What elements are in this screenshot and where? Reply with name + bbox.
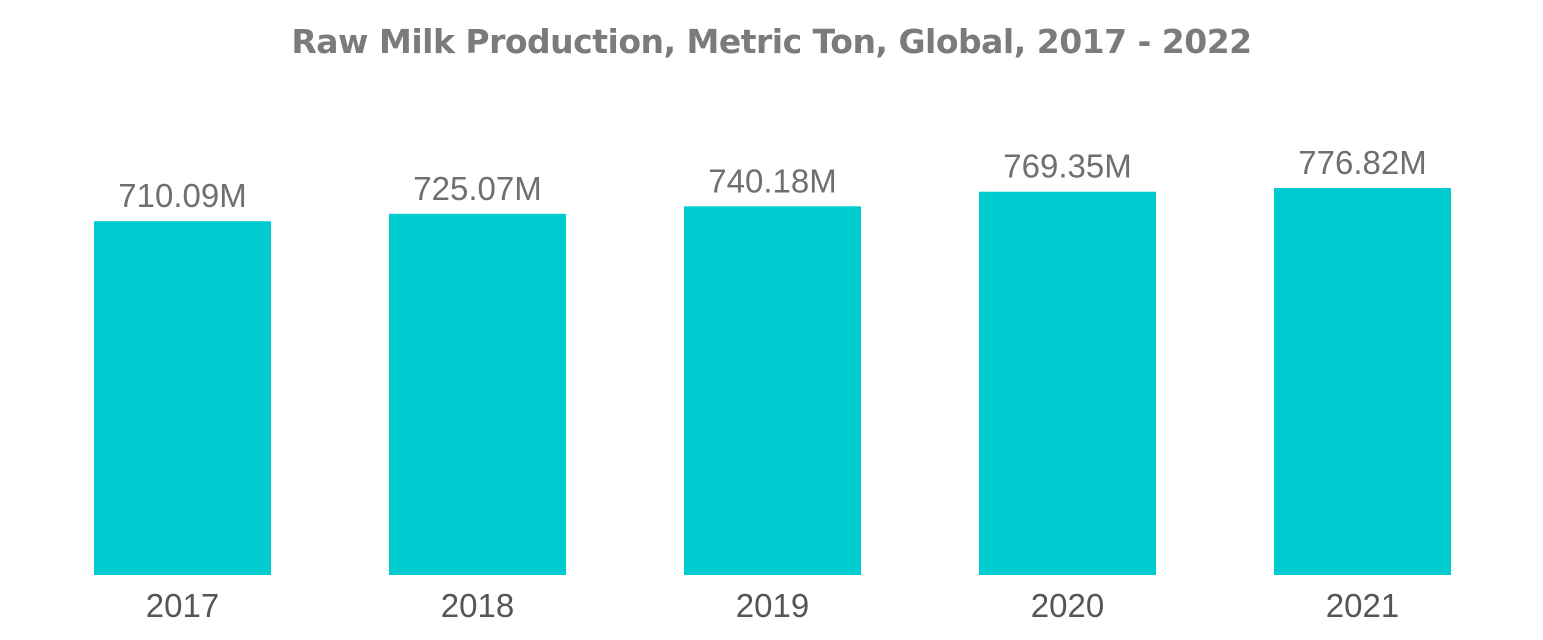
bars-group	[94, 188, 1451, 576]
chart-title: Raw Milk Production, Metric Ton, Global,…	[291, 22, 1252, 61]
bar-2021	[1274, 188, 1451, 575]
data-label-2019: 740.18M	[708, 162, 836, 199]
data-label-2021: 776.82M	[1298, 144, 1426, 181]
data-label-2018: 725.07M	[413, 170, 541, 207]
bar-2019	[684, 206, 861, 576]
x-tick-label-2020: 2020	[1031, 587, 1104, 624]
data-label-2017: 710.09M	[118, 177, 246, 214]
x-tick-label-2018: 2018	[441, 587, 514, 624]
bar-2020	[979, 191, 1156, 575]
value-labels-group: 710.09M 725.07M 740.18M 769.35M 776.82M	[118, 144, 1426, 214]
x-axis-ticks: 2017 2018 2019 2020 2021	[146, 587, 1399, 624]
bar-2017	[94, 221, 271, 575]
x-tick-label-2017: 2017	[146, 587, 219, 624]
x-tick-label-2019: 2019	[736, 587, 809, 624]
bar-2018	[389, 213, 566, 576]
x-tick-label-2021: 2021	[1326, 587, 1399, 624]
data-label-2020: 769.35M	[1003, 148, 1131, 185]
